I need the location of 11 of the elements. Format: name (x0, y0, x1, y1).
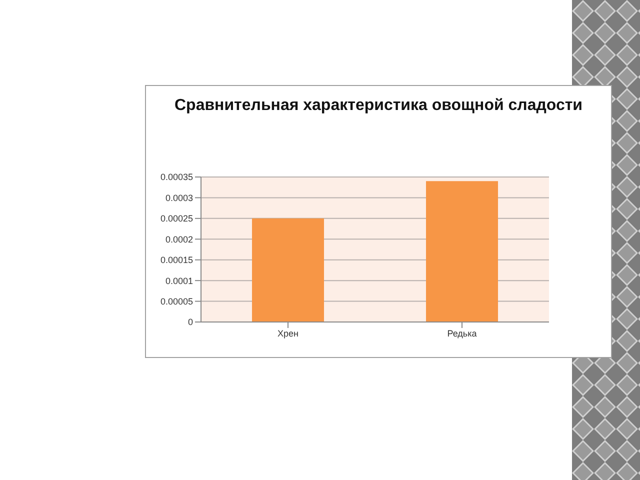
y-tick-label: 0.0002 (165, 234, 193, 244)
y-tick-label: 0 (188, 317, 193, 328)
chart-title: Сравнительная характеристика овощной сладости (173, 97, 584, 115)
y-tick-label: 0.00035 (160, 172, 193, 182)
y-tick-label: 0.00015 (160, 255, 193, 266)
y-tick-label: 0.00025 (160, 214, 193, 224)
y-tick-label: 0.00005 (160, 296, 193, 306)
x-tick-label: Редька (447, 328, 477, 338)
x-tick-label: Хрен (278, 328, 299, 338)
y-tick-label: 0.0001 (165, 276, 193, 286)
y-tick-label: 0.0003 (165, 192, 193, 203)
